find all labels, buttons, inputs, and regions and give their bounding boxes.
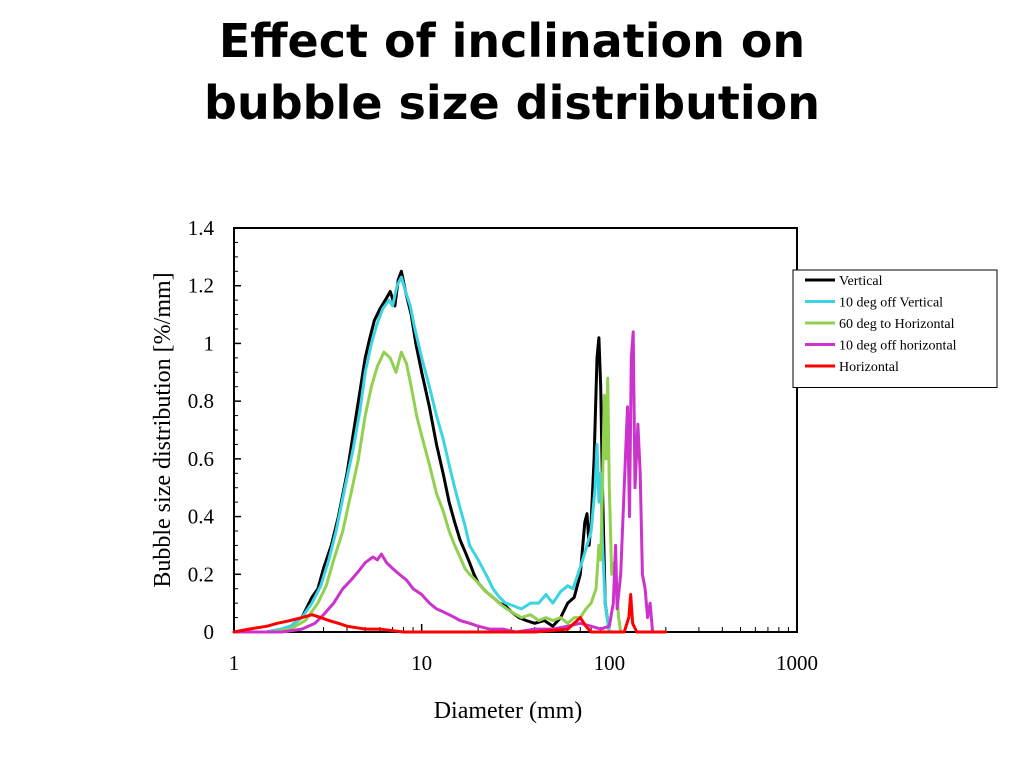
x-tick-label: 10 <box>411 651 432 675</box>
slide-title-line-2: bubble size distribution <box>204 76 820 130</box>
y-tick-label: 0 <box>204 620 215 644</box>
series-line-2 <box>232 275 611 634</box>
series-layer <box>232 269 668 634</box>
legend-label: 10 deg off Vertical <box>839 296 943 311</box>
legend-label: 60 deg to Horizontal <box>839 317 955 332</box>
y-tick-label: 0.6 <box>188 447 214 471</box>
y-tick-label: 1.2 <box>188 274 214 298</box>
axes: 0 0.2 0.4 0.6 0.8 1 1.2 1.4 1 10 100 1000 <box>188 216 818 675</box>
x-tick-label: 1000 <box>776 651 818 675</box>
legend-label: 10 deg off horizontal <box>839 339 957 354</box>
legend: Vertical 10 deg off Vertical 60 deg to Hor… <box>792 269 998 388</box>
plot-area <box>233 227 798 633</box>
y-tick-label: 0.4 <box>188 505 215 529</box>
legend-box <box>792 269 998 388</box>
x-tick-label: 100 <box>594 651 626 675</box>
series-line-4 <box>232 330 655 634</box>
legend-label: Horizontal <box>839 360 899 375</box>
series-line-1 <box>232 269 611 634</box>
y-tick-label: 0.2 <box>188 562 214 586</box>
y-tick-label: 0.8 <box>188 389 214 413</box>
y-tick-label: 1 <box>204 331 215 355</box>
x-axis-label: Diameter (mm) <box>434 698 583 724</box>
legend-label: Vertical <box>839 274 883 289</box>
plot-frame <box>233 227 798 633</box>
slide-title: Effect of inclination on bubble size dis… <box>0 10 1024 134</box>
x-tick-label: 1 <box>229 651 240 675</box>
slide-title-line-1: Effect of inclination on <box>218 14 806 68</box>
y-tick-label: 1.4 <box>188 216 215 240</box>
series-line-3 <box>232 350 623 634</box>
series-line-5 <box>232 593 668 634</box>
y-axis-label: Bubble size distribution [%/mm] <box>150 272 176 587</box>
